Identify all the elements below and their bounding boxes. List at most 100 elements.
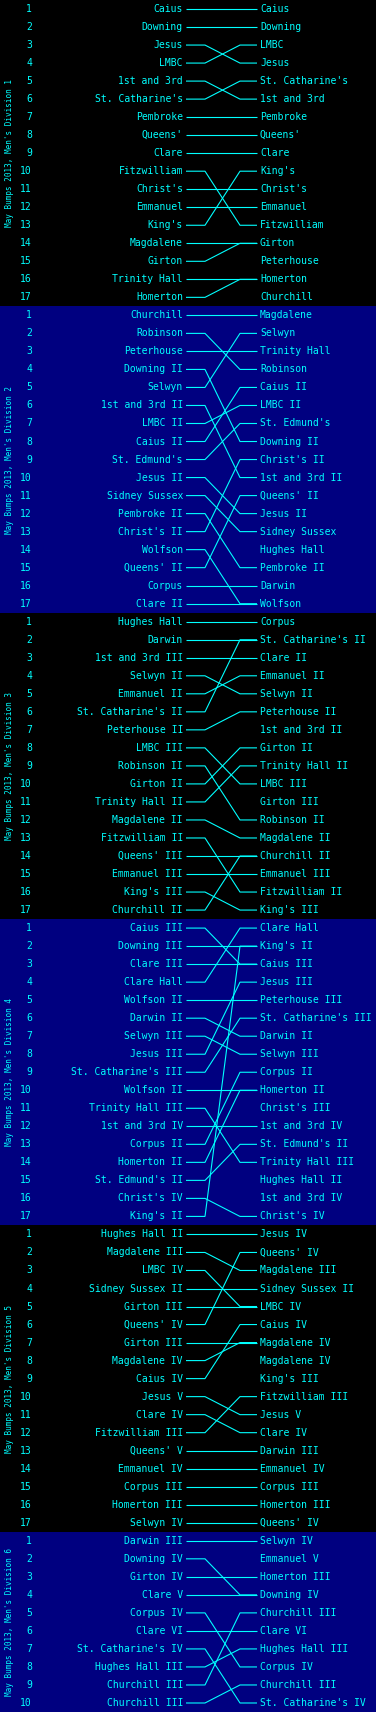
Text: 11: 11	[20, 491, 32, 500]
Text: Jesus V: Jesus V	[142, 1392, 183, 1402]
Text: Wolfson II: Wolfson II	[124, 1085, 183, 1096]
Text: 6: 6	[26, 94, 32, 104]
Text: Corpus II: Corpus II	[130, 1140, 183, 1149]
Text: Christ's II: Christ's II	[118, 527, 183, 536]
Text: St. Edmund's II: St. Edmund's II	[260, 1140, 348, 1149]
Text: St. Catharine's II: St. Catharine's II	[260, 635, 366, 645]
Text: 16: 16	[20, 1193, 32, 1204]
Text: Corpus: Corpus	[260, 616, 295, 627]
Text: St. Edmund's: St. Edmund's	[112, 455, 183, 464]
Text: Jesus V: Jesus V	[260, 1409, 301, 1419]
Text: Corpus III: Corpus III	[124, 1483, 183, 1491]
Text: Magdalene IV: Magdalene IV	[260, 1356, 331, 1366]
Text: 9: 9	[26, 149, 32, 158]
Text: Caius III: Caius III	[130, 923, 183, 933]
Text: Christ's: Christ's	[260, 185, 307, 193]
Text: 10: 10	[20, 1085, 32, 1096]
Text: 17: 17	[20, 293, 32, 303]
Text: 1st and 3rd II: 1st and 3rd II	[260, 473, 342, 483]
Text: 17: 17	[20, 1519, 32, 1527]
Text: Christ's IV: Christ's IV	[260, 1212, 324, 1221]
Bar	[0, 919, 376, 1226]
Text: 1: 1	[26, 310, 32, 320]
Text: Girton II: Girton II	[260, 743, 313, 753]
Text: 9: 9	[26, 1679, 32, 1690]
Text: 2: 2	[26, 329, 32, 339]
Bar	[0, 0, 376, 306]
Text: 4: 4	[26, 365, 32, 375]
Text: Churchill II: Churchill II	[112, 906, 183, 914]
Text: Caius III: Caius III	[260, 959, 313, 969]
Text: 3: 3	[26, 959, 32, 969]
Text: Selwyn II: Selwyn II	[260, 688, 313, 698]
Text: Fitzwilliam II: Fitzwilliam II	[101, 834, 183, 842]
Text: Magdalene III: Magdalene III	[260, 1265, 337, 1275]
Text: Clare: Clare	[260, 149, 290, 158]
Text: 14: 14	[20, 238, 32, 248]
Text: 15: 15	[20, 257, 32, 267]
Text: 11: 11	[20, 798, 32, 806]
Text: Hughes Hall III: Hughes Hall III	[95, 1662, 183, 1673]
Text: Emmanuel III: Emmanuel III	[112, 870, 183, 878]
Text: Fitzwilliam: Fitzwilliam	[260, 221, 324, 229]
Text: Robinson: Robinson	[136, 329, 183, 339]
Text: 9: 9	[26, 760, 32, 770]
Text: Trinity Hall: Trinity Hall	[260, 346, 331, 356]
Text: Queens': Queens'	[142, 130, 183, 140]
Text: Fitzwilliam II: Fitzwilliam II	[260, 887, 342, 897]
Text: 6: 6	[26, 1014, 32, 1024]
Text: Hughes Hall: Hughes Hall	[118, 616, 183, 627]
Text: Emmanuel III: Emmanuel III	[260, 870, 331, 878]
Text: Hughes Hall III: Hughes Hall III	[260, 1644, 348, 1654]
Text: Homerton: Homerton	[260, 274, 307, 284]
Text: Caius IV: Caius IV	[260, 1320, 307, 1330]
Text: Hughes Hall II: Hughes Hall II	[101, 1229, 183, 1239]
Text: 8: 8	[26, 743, 32, 753]
Text: Churchill: Churchill	[130, 310, 183, 320]
Text: Hughes Hall: Hughes Hall	[260, 544, 324, 555]
Text: 15: 15	[20, 563, 32, 572]
Text: 1st and 3rd II: 1st and 3rd II	[101, 401, 183, 411]
Text: 12: 12	[20, 1121, 32, 1132]
Text: 2: 2	[26, 1248, 32, 1257]
Text: Girton IV: Girton IV	[130, 1572, 183, 1582]
Text: Trinity Hall II: Trinity Hall II	[95, 798, 183, 806]
Text: 10: 10	[20, 166, 32, 176]
Text: 10: 10	[20, 1392, 32, 1402]
Text: Fitzwilliam: Fitzwilliam	[118, 166, 183, 176]
Text: Selwyn III: Selwyn III	[124, 1031, 183, 1041]
Text: Trinity Hall III: Trinity Hall III	[89, 1103, 183, 1113]
Text: Clare IV: Clare IV	[260, 1428, 307, 1438]
Text: Queens' V: Queens' V	[130, 1445, 183, 1455]
Text: Selwyn IV: Selwyn IV	[130, 1519, 183, 1527]
Text: 13: 13	[20, 1140, 32, 1149]
Text: Selwyn II: Selwyn II	[130, 671, 183, 681]
Text: 5: 5	[26, 1301, 32, 1311]
Text: Peterhouse: Peterhouse	[260, 257, 319, 267]
Text: King's: King's	[260, 166, 295, 176]
Text: Clare VI: Clare VI	[136, 1626, 183, 1637]
Text: 9: 9	[26, 455, 32, 464]
Text: Selwyn: Selwyn	[260, 329, 295, 339]
Text: Queens' III: Queens' III	[118, 851, 183, 861]
Text: 17: 17	[20, 599, 32, 609]
Text: Pembroke II: Pembroke II	[118, 508, 183, 519]
Text: Downing: Downing	[260, 22, 301, 33]
Text: Emmanuel IV: Emmanuel IV	[260, 1464, 324, 1474]
Text: Jesus II: Jesus II	[260, 508, 307, 519]
Text: Clare: Clare	[154, 149, 183, 158]
Text: Girton II: Girton II	[130, 779, 183, 789]
Text: Darwin: Darwin	[148, 635, 183, 645]
Text: Clare III: Clare III	[130, 959, 183, 969]
Text: Trinity Hall: Trinity Hall	[112, 274, 183, 284]
Text: Homerton III: Homerton III	[260, 1500, 331, 1510]
Text: Caius: Caius	[154, 3, 183, 14]
Text: 14: 14	[20, 544, 32, 555]
Text: Clare V: Clare V	[142, 1590, 183, 1599]
Text: May Bumps 2013, Men's Division 4: May Bumps 2013, Men's Division 4	[6, 998, 15, 1147]
Text: 1st and 3rd IV: 1st and 3rd IV	[101, 1121, 183, 1132]
Text: Clare Hall: Clare Hall	[260, 923, 319, 933]
Text: 2: 2	[26, 942, 32, 952]
Text: Downing IV: Downing IV	[124, 1554, 183, 1563]
Text: Magdalene III: Magdalene III	[107, 1248, 183, 1257]
